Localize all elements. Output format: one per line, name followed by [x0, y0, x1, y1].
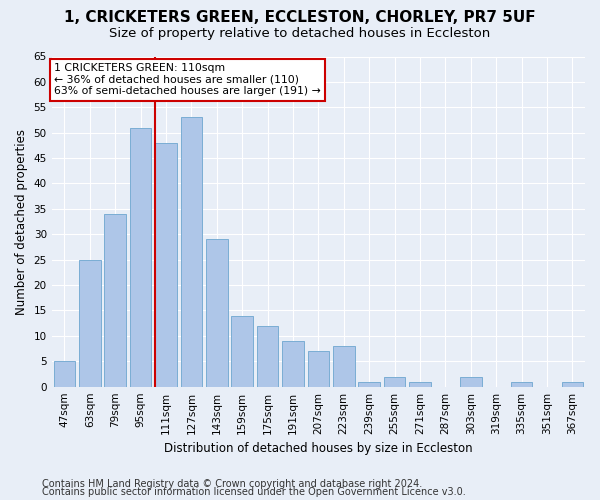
- Bar: [384, 376, 406, 386]
- Bar: [104, 214, 126, 386]
- Bar: [282, 341, 304, 386]
- Text: Contains HM Land Registry data © Crown copyright and database right 2024.: Contains HM Land Registry data © Crown c…: [42, 479, 422, 489]
- Bar: [358, 382, 380, 386]
- Bar: [562, 382, 583, 386]
- Bar: [130, 128, 151, 386]
- Bar: [333, 346, 355, 387]
- Bar: [181, 118, 202, 386]
- Y-axis label: Number of detached properties: Number of detached properties: [15, 128, 28, 314]
- Bar: [206, 240, 227, 386]
- Bar: [53, 362, 75, 386]
- Bar: [79, 260, 101, 386]
- X-axis label: Distribution of detached houses by size in Eccleston: Distribution of detached houses by size …: [164, 442, 473, 455]
- Text: 1 CRICKETERS GREEN: 110sqm
← 36% of detached houses are smaller (110)
63% of sem: 1 CRICKETERS GREEN: 110sqm ← 36% of deta…: [55, 63, 321, 96]
- Text: Contains public sector information licensed under the Open Government Licence v3: Contains public sector information licen…: [42, 487, 466, 497]
- Bar: [257, 326, 278, 386]
- Text: Size of property relative to detached houses in Eccleston: Size of property relative to detached ho…: [109, 28, 491, 40]
- Bar: [232, 316, 253, 386]
- Text: 1, CRICKETERS GREEN, ECCLESTON, CHORLEY, PR7 5UF: 1, CRICKETERS GREEN, ECCLESTON, CHORLEY,…: [64, 10, 536, 25]
- Bar: [409, 382, 431, 386]
- Bar: [155, 143, 177, 386]
- Bar: [460, 376, 482, 386]
- Bar: [308, 351, 329, 386]
- Bar: [511, 382, 532, 386]
